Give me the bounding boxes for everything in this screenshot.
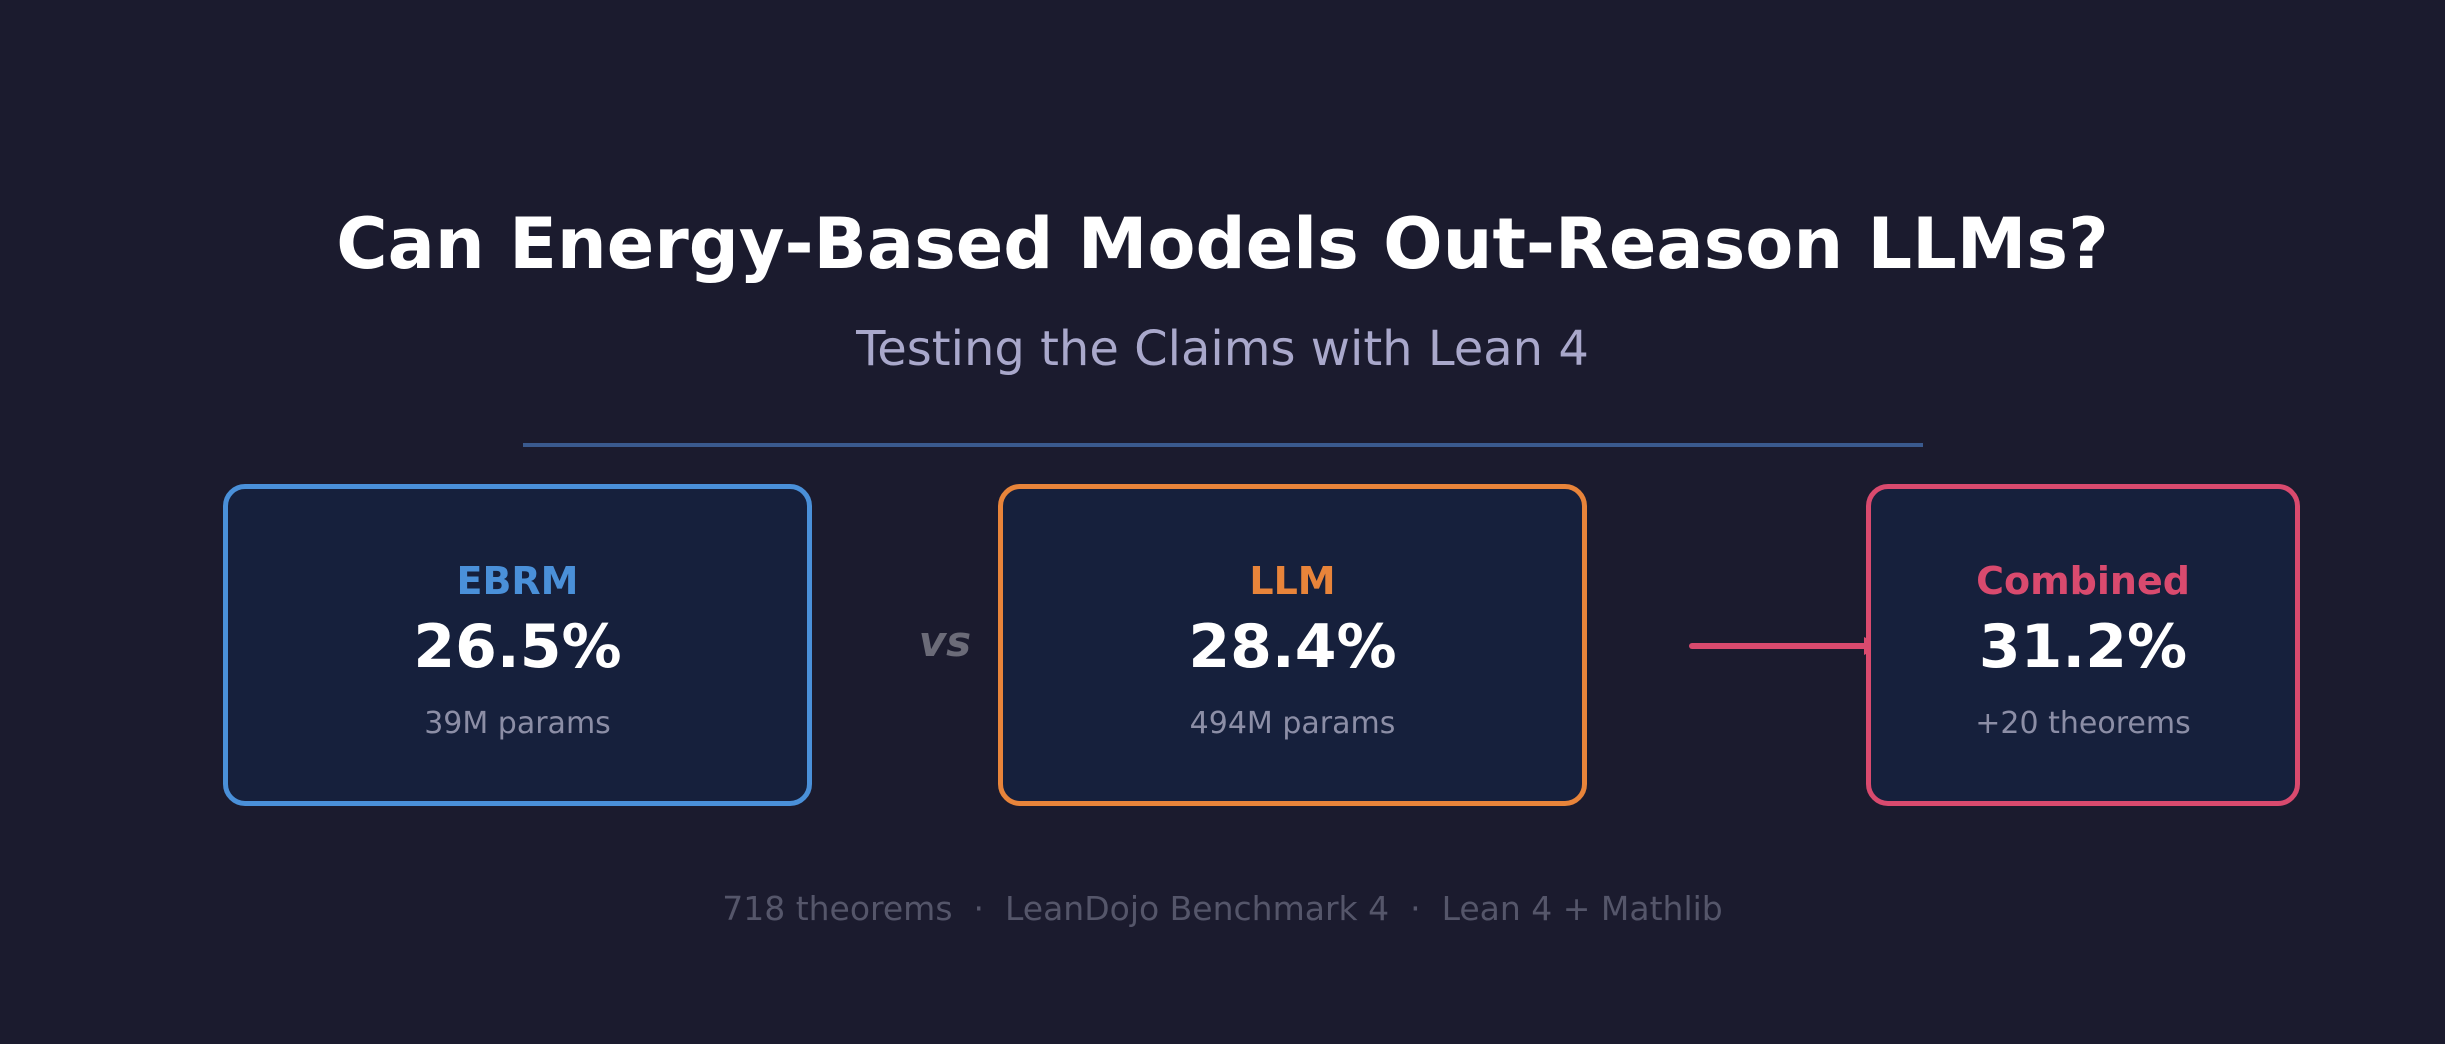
arrow-right-icon [1689,637,1882,655]
combined-gain: +20 theorems [1975,706,2191,741]
combined-card: Combined 31.2% +20 theorems [1866,484,2300,806]
llm-label: LLM [1249,559,1336,603]
ebrm-card: EBRM 26.5% 39M params [223,484,812,806]
page-title: Can Energy-Based Models Out-Reason LLMs? [336,203,2109,285]
combined-value: 31.2% [1978,612,2188,682]
divider [523,443,1923,447]
ebrm-value: 26.5% [413,612,622,682]
page-subtitle: Testing the Claims with Lean 4 [856,321,1589,377]
llm-value: 28.4% [1188,612,1397,682]
ebrm-label: EBRM [456,559,579,603]
llm-card: LLM 28.4% 494M params [998,484,1587,806]
vs-label: vs [918,617,972,666]
footer-note: 718 theorems · LeanDojo Benchmark 4 · Le… [722,889,1723,928]
llm-params: 494M params [1189,706,1396,741]
ebrm-params: 39M params [424,706,611,741]
combined-label: Combined [1976,559,2190,603]
